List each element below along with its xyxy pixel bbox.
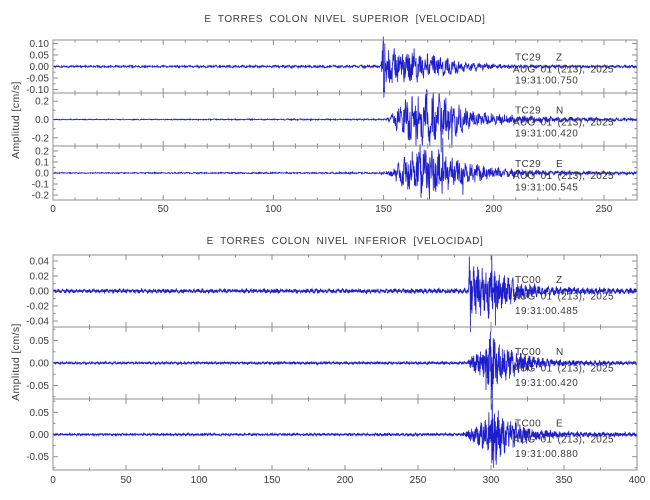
ytick-label: 0.00 xyxy=(30,287,50,298)
subplot-TC00-N: 0.05 0.00 -0.05 TC00 N AUG 01 (213), 2025 19:3… xyxy=(26,326,638,410)
ytick-label: 0.05 xyxy=(30,408,50,419)
trace-TC29-Z xyxy=(52,36,638,98)
ytick-label: 0.2 xyxy=(35,146,49,157)
subplot-TC00-E: 0.05 0.00 -0.05 TC00 E AUG 01 (213), 2025 19:3… xyxy=(26,385,638,471)
ytick-label: -0.04 xyxy=(26,317,49,328)
upper-panel-title: E TORRES COLON NIVEL SUPERIOR [VELOCIDAD… xyxy=(204,14,486,25)
trace-TC00-Z xyxy=(52,255,638,333)
station-label: TC29 xyxy=(515,159,541,170)
station-label: TC00 xyxy=(515,419,541,430)
date-label: AUG 01 (213), 2025 xyxy=(513,118,614,129)
component-label: N xyxy=(556,106,564,117)
trace-TC00-N xyxy=(52,331,638,410)
ytick-label: 0.05 xyxy=(30,336,50,347)
panel-1: 0.04 0.02 0.00 -0.02 -0.04 TC00 Z AUG 01 (213),… xyxy=(26,254,646,486)
ytick-label: 0.00 xyxy=(30,430,50,441)
date-label: AUG 01 (213), 2025 xyxy=(513,65,614,76)
date-label: AUG 01 (213), 2025 xyxy=(513,291,614,302)
ytick-label: -0.2 xyxy=(32,133,50,144)
xtick-label: 50 xyxy=(120,475,132,486)
date-label: AUG 01 (213), 2025 xyxy=(513,435,614,446)
xtick-label: 350 xyxy=(556,475,573,486)
ytick-label: -0.1 xyxy=(32,180,50,191)
xtick-label: 250 xyxy=(596,204,613,215)
xtick-label: 200 xyxy=(485,204,502,215)
date-label: AUG 01 (213), 2025 xyxy=(513,171,614,182)
station-label: TC29 xyxy=(515,106,541,117)
ytick-label: 0.0 xyxy=(35,115,49,126)
ytick-label: -0.05 xyxy=(26,74,49,85)
ytick-label: -0.02 xyxy=(26,302,49,313)
station-label: TC00 xyxy=(515,275,541,286)
time-label: 19:31:00.420 xyxy=(515,128,578,139)
component-label: Z xyxy=(556,275,563,286)
station-label: TC29 xyxy=(515,53,541,64)
xtick-label: 50 xyxy=(158,204,170,215)
xtick-label: 100 xyxy=(191,475,208,486)
component-label: Z xyxy=(556,53,563,64)
ytick-label: 0.02 xyxy=(30,272,50,283)
station-label: TC00 xyxy=(515,347,541,358)
xtick-label: 400 xyxy=(629,475,646,486)
ytick-label: 0.2 xyxy=(35,97,49,108)
xtick-label: 250 xyxy=(410,475,427,486)
trace-TC00-E xyxy=(52,385,638,468)
xtick-label: 0 xyxy=(50,475,56,486)
ytick-label: 0.05 xyxy=(30,50,50,61)
xtick-label: 150 xyxy=(375,204,392,215)
ytick-label: -0.10 xyxy=(26,85,49,96)
xtick-label: 100 xyxy=(265,204,282,215)
xtick-label: 300 xyxy=(483,475,500,486)
trace-TC29-E xyxy=(52,137,638,200)
axes-frame xyxy=(52,398,638,471)
ytick-label: -0.05 xyxy=(26,381,49,392)
ytick-label: -0.05 xyxy=(26,452,49,463)
time-label: 19:31:00.545 xyxy=(515,182,578,193)
xtick-label: 200 xyxy=(337,475,354,486)
lower-panel-title: E TORRES COLON NIVEL INFERIOR [VELOCIDAD… xyxy=(206,236,484,247)
ytick-label: 0.00 xyxy=(30,359,50,370)
date-label: AUG 01 (213), 2025 xyxy=(513,363,614,374)
ytick-label: 0.10 xyxy=(30,39,50,50)
ytick-label: -0.2 xyxy=(32,191,50,202)
component-label: E xyxy=(556,419,563,430)
component-label: E xyxy=(556,159,563,170)
ytick-label: 0.00 xyxy=(30,62,50,73)
time-label: 19:31:00.880 xyxy=(515,449,578,460)
subplot-TC00-Z: 0.04 0.02 0.00 -0.02 -0.04 TC00 Z AUG 01 (213),… xyxy=(26,254,638,333)
xtick-label: 150 xyxy=(264,475,281,486)
ytick-label: 0.04 xyxy=(30,257,50,268)
ytick-label: 0.0 xyxy=(35,169,49,180)
axes-frame xyxy=(52,145,638,201)
component-label: N xyxy=(556,347,564,358)
time-label: 19:31:00.485 xyxy=(515,306,578,317)
trace-TC29-N xyxy=(52,89,638,153)
time-label: 19:31:00.420 xyxy=(515,378,578,389)
time-label: 19:31:00.750 xyxy=(515,75,578,86)
xtick-label: 0 xyxy=(50,204,56,215)
ytick-label: 0.1 xyxy=(35,157,49,168)
